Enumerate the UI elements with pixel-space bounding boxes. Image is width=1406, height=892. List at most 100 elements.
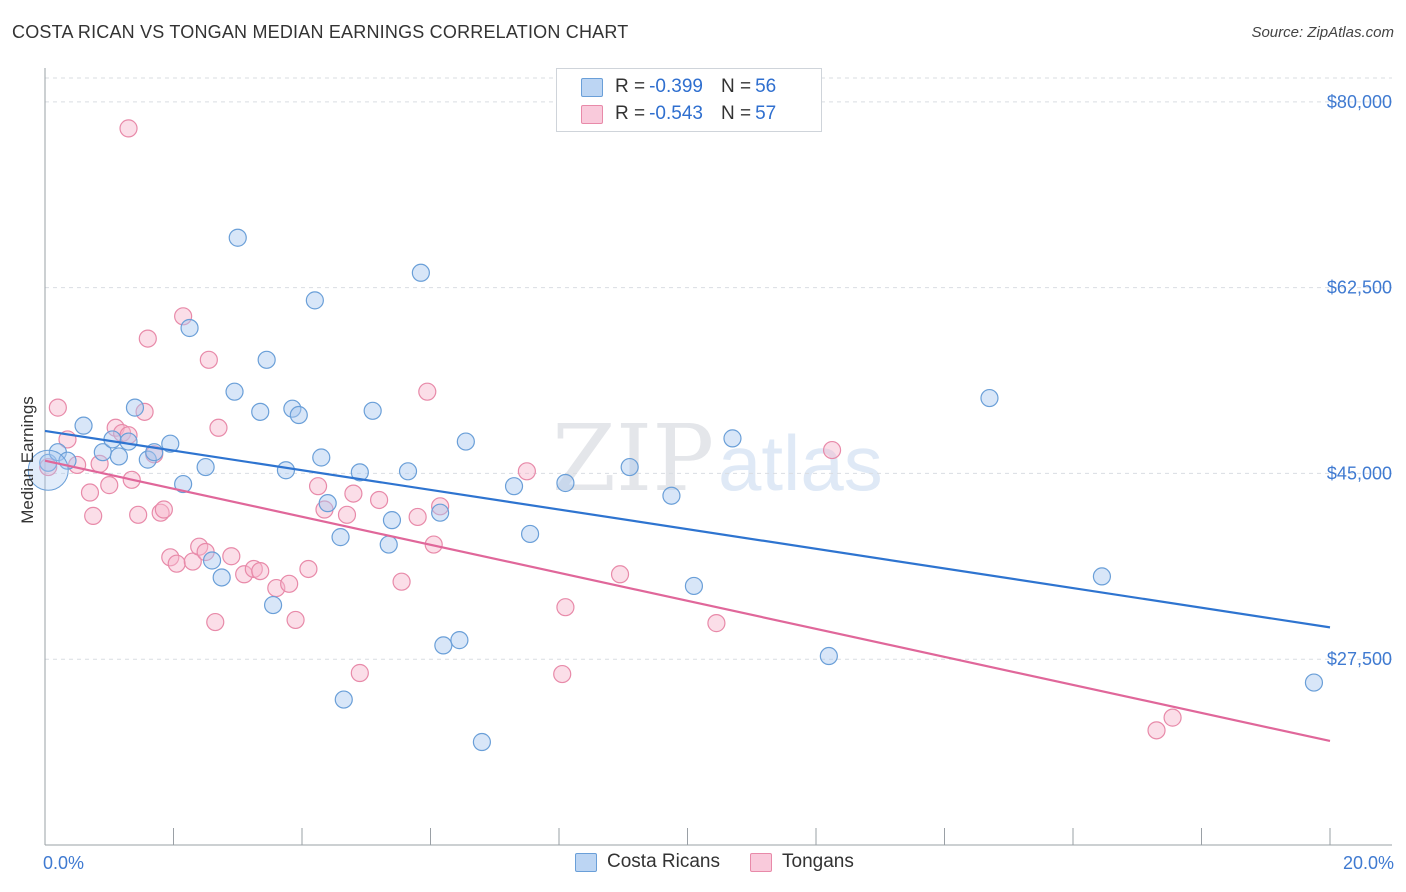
costa-rican-point [819,646,838,666]
costa-rican-point [202,551,222,570]
tongan-point [707,614,726,633]
costa-rican-point [74,416,93,435]
tongan-point [1147,721,1166,740]
costa-rican-point [305,291,324,310]
costa-rican-point [1092,567,1112,586]
tongan-point [119,119,138,138]
series-legend: Costa Ricans Tongans [575,851,884,873]
costa-rican-point [312,448,331,467]
tongan-point [174,307,193,326]
tongan-point [408,507,427,527]
y-tick-label: $62,500 [1327,278,1392,298]
costa-rican-point [174,474,193,494]
tongan-point [129,505,148,524]
tongan-point [135,402,154,421]
costa-rican-point [472,732,491,752]
legend-swatch-pink [581,104,603,124]
tongan-point [350,663,369,683]
costa-rican-point [263,595,283,615]
costa-rican-point [556,473,575,493]
costa-rican-point [684,576,704,596]
tongan-point [167,554,186,573]
tongan-point [48,398,67,417]
series-legend-tongans[interactable]: Tongans [750,851,854,873]
costa-rican-point [520,524,540,544]
tongan-point [209,418,228,437]
costa-rican-point [620,457,639,477]
legend-row-costa-ricans: R = -0.399 N = 56 [581,75,776,99]
costa-rican-point [212,568,231,587]
costa-rican-point [318,494,337,513]
tongan-point [299,559,318,579]
y-tick-label: $27,500 [1327,649,1392,669]
costa-rican-point [456,432,475,451]
costa-rican-point [379,535,398,554]
costa-rican-point [450,631,469,650]
tongan-point [151,503,170,522]
tongan-point [392,572,411,591]
source-label: Source: ZipAtlas.com [1251,24,1394,41]
tongan-point [431,497,450,516]
costa-rican-point [138,450,157,469]
tongan-point [344,484,363,503]
costa-rican-point [662,486,681,505]
costa-rican-point [109,447,128,466]
series-swatch-pink [750,852,772,872]
tongan-point [556,598,575,617]
legend-n-value: 57 [755,103,777,124]
costa-rican-point [228,228,247,247]
costa-rican-point [434,636,453,655]
tongan-point [80,483,100,502]
costa-ricans-points [27,228,1324,752]
tongan-point [308,477,328,496]
tongan-point [337,505,357,524]
costa-rican-point [504,477,524,496]
costa-rican-point [398,462,418,481]
watermark: ZIP atlas [552,405,883,512]
costa-rican-point [411,263,430,282]
legend-n-value: 56 [755,76,777,97]
series-legend-costa-ricans[interactable]: Costa Ricans [575,851,720,873]
trend-lines [44,429,1331,743]
watermark-zip: ZIP [552,405,714,512]
tongan-point [154,500,173,519]
y-axis-title: Median Earnings [18,396,37,524]
tongans-trend-line [44,459,1331,743]
tongan-point [610,565,630,584]
costa-rican-point [723,429,742,448]
tongan-point [100,476,119,495]
costa-rican-point [225,382,244,401]
series-name: Tongans [782,851,854,872]
legend-swatch-blue [581,77,603,97]
axes [44,68,1392,846]
tongan-point [280,574,299,593]
tongan-point [138,329,157,348]
tongan-point [206,612,225,632]
costa-rican-point [257,350,276,369]
tongan-point [370,490,389,510]
tongan-point [84,506,103,525]
y-tick-label: $80,000 [1327,92,1392,112]
legend-n-label: N = [720,76,752,97]
tongan-point [199,350,218,369]
costa-rican-point [363,401,382,420]
legend-n-label: N = [720,103,752,124]
tongan-point [822,440,842,460]
costa-rican-point [251,402,270,421]
correlation-legend: R = -0.399 N = 56 R = -0.543 N = 57 [556,68,822,132]
costa-rican-point [161,434,180,453]
tongan-point [1163,708,1182,727]
watermark-atlas: atlas [718,419,883,507]
legend-r-label: R = [615,76,646,97]
tongan-point [286,610,305,630]
tongan-point [222,547,241,566]
chart-title: COSTA RICAN VS TONGAN MEDIAN EARNINGS CO… [12,22,629,42]
x-tick-label: 0.0% [43,853,84,873]
legend-row-tongans: R = -0.543 N = 57 [581,102,776,126]
costa-rican-cluster-point [27,449,69,491]
costa-rican-point [980,388,999,408]
costa-rican-point [119,432,138,451]
legend-r-value: -0.399 [649,76,703,97]
series-swatch-blue [575,852,597,872]
